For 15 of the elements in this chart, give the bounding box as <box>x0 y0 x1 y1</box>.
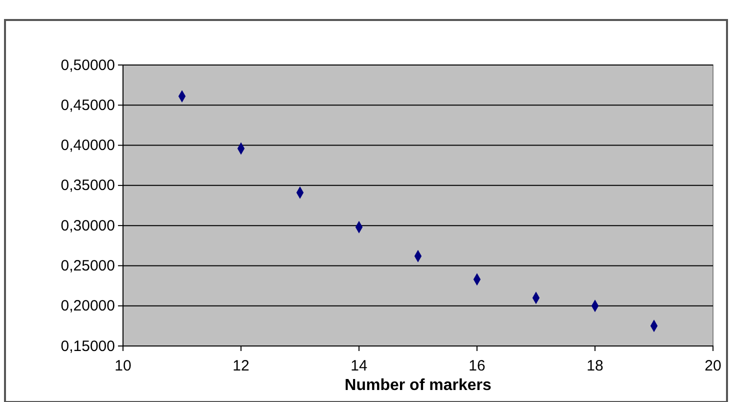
x-tick-label: 18 <box>586 358 604 374</box>
y-tick-label: 0,40000 <box>60 137 115 154</box>
y-tick-label: 0,50000 <box>60 56 115 74</box>
y-tick-label: 0,35000 <box>60 177 115 194</box>
y-tick-label: 0,45000 <box>60 96 115 114</box>
y-tick-label: 0,25000 <box>60 258 115 275</box>
y-tick-label: 0,20000 <box>60 298 115 315</box>
x-axis-title: Number of markers <box>344 377 492 394</box>
y-tick-label: 0,15000 <box>60 338 115 355</box>
x-tick-label: 12 <box>232 358 250 374</box>
x-tick-label: 16 <box>468 358 486 374</box>
x-tick-label: 10 <box>114 358 132 374</box>
x-tick-label: 20 <box>704 358 722 374</box>
y-tick-label: 0,30000 <box>60 217 115 234</box>
x-tick-label: 14 <box>350 358 368 374</box>
